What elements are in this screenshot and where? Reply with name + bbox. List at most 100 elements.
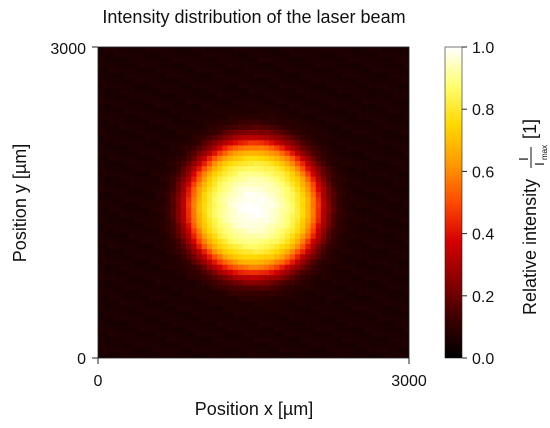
heatmap-cell	[393, 135, 400, 141]
heatmap-cell	[398, 321, 405, 328]
heatmap-cell	[108, 129, 114, 136]
heatmap-cell	[253, 295, 260, 302]
heatmap-cell	[274, 218, 280, 224]
heatmap-cell	[326, 62, 332, 69]
heatmap-cell	[180, 300, 187, 307]
heatmap-cell	[160, 171, 166, 177]
heatmap-cell	[186, 114, 192, 120]
heatmap-cell	[351, 155, 358, 162]
heatmap-cell	[253, 202, 260, 209]
heatmap-cell	[403, 280, 409, 286]
heatmap-cell	[284, 104, 291, 110]
heatmap-cell	[155, 347, 161, 354]
heatmap-cell	[98, 275, 104, 281]
heatmap-cell	[393, 88, 400, 95]
heatmap-cell	[144, 176, 151, 183]
heatmap-cell	[196, 129, 203, 136]
heatmap-cell	[237, 218, 244, 224]
heatmap-cell	[383, 140, 389, 146]
heatmap-cell	[294, 275, 301, 281]
heatmap-cell	[232, 181, 239, 188]
heatmap-cell	[346, 342, 353, 349]
heatmap-cell	[98, 218, 104, 224]
heatmap-cell	[305, 207, 311, 214]
heatmap-cell	[134, 186, 140, 193]
heatmap-cell	[269, 321, 275, 328]
heatmap-cell	[388, 254, 394, 260]
heatmap-cell	[149, 212, 156, 219]
heatmap-cell	[123, 306, 130, 312]
heatmap-cell	[372, 47, 379, 53]
heatmap-cell	[175, 212, 182, 219]
heatmap-cell	[191, 186, 197, 193]
heatmap-cell	[305, 295, 311, 302]
heatmap-cell	[383, 114, 389, 120]
heatmap-cell	[175, 280, 182, 286]
heatmap-cell	[310, 109, 317, 115]
heatmap-cell	[346, 254, 353, 260]
heatmap-cell	[331, 254, 337, 260]
heatmap-cell	[269, 192, 275, 198]
heatmap-cell	[258, 285, 265, 292]
heatmap-cell	[336, 269, 343, 276]
heatmap-cell	[149, 207, 156, 214]
heatmap-cell	[331, 243, 337, 250]
heatmap-cell	[336, 171, 343, 177]
heatmap-cell	[263, 342, 270, 349]
heatmap-cell	[383, 332, 389, 338]
heatmap-cell	[346, 300, 353, 307]
heatmap-cell	[362, 212, 368, 219]
heatmap-cell	[320, 109, 327, 115]
heatmap-cell	[118, 104, 125, 110]
heatmap-cell	[294, 171, 301, 177]
heatmap-cell	[269, 290, 275, 297]
heatmap-cell	[248, 135, 254, 141]
heatmap-cell	[222, 67, 228, 74]
heatmap-cell	[129, 280, 135, 286]
heatmap-cell	[201, 316, 208, 323]
heatmap-cell	[149, 342, 156, 349]
heatmap-cell	[237, 300, 244, 307]
heatmap-cell	[310, 135, 317, 141]
heatmap-cell	[108, 150, 114, 157]
heatmap-cell	[367, 228, 374, 234]
heatmap-cell	[393, 47, 400, 53]
heatmap-cell	[253, 243, 260, 250]
heatmap-cell	[227, 311, 234, 317]
heatmap-cell	[237, 145, 244, 152]
heatmap-cell	[175, 295, 182, 302]
heatmap-cell	[180, 166, 187, 172]
heatmap-cell	[237, 93, 244, 100]
heatmap-cell	[393, 166, 400, 172]
heatmap-cell	[175, 114, 182, 120]
heatmap-cell	[398, 259, 405, 266]
heatmap-cell	[118, 124, 125, 131]
heatmap-cell	[315, 280, 322, 286]
heatmap-cell	[269, 52, 275, 58]
heatmap-cell	[367, 347, 374, 354]
heatmap-cell	[149, 306, 156, 312]
heatmap-cell	[341, 306, 348, 312]
heatmap-cell	[253, 114, 260, 120]
heatmap-cell	[243, 47, 249, 53]
heatmap-cell	[206, 52, 213, 58]
heatmap-cell	[367, 72, 374, 79]
heatmap-cell	[248, 223, 254, 229]
heatmap-cell	[123, 259, 130, 266]
heatmap-cell	[367, 52, 374, 58]
heatmap-cell	[175, 342, 182, 349]
heatmap-cell	[222, 186, 228, 193]
heatmap-cell	[108, 238, 114, 245]
heatmap-cell	[315, 166, 322, 172]
heatmap-cell	[362, 275, 368, 281]
heatmap-cell	[139, 140, 146, 146]
heatmap-cell	[118, 259, 125, 266]
heatmap-cell	[227, 62, 234, 69]
heatmap-cell	[155, 104, 161, 110]
heatmap-cell	[310, 114, 317, 120]
heatmap-cell	[108, 88, 114, 95]
heatmap-cell	[129, 295, 135, 302]
heatmap-cell	[367, 93, 374, 100]
heatmap-cell	[388, 47, 394, 53]
heatmap-cell	[367, 207, 374, 214]
